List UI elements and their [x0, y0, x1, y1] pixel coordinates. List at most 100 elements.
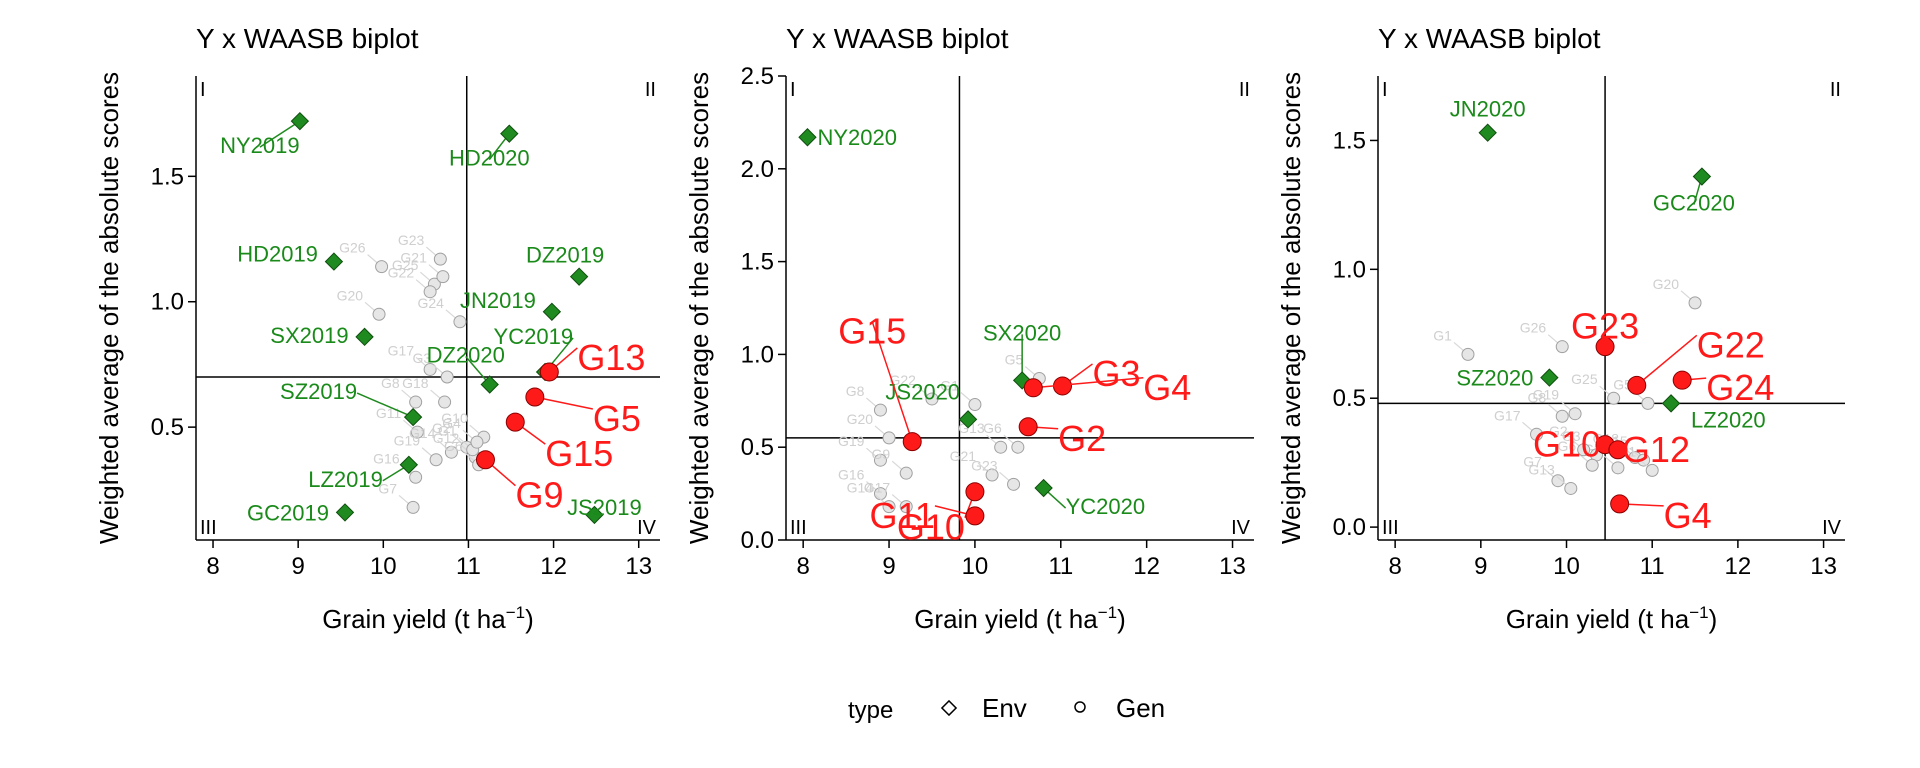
gen-label: G6 [444, 438, 463, 454]
gen-label: G24 [417, 295, 444, 311]
gen-highlight-label: G23 [1571, 306, 1639, 347]
gen-point [1585, 458, 1599, 472]
env-label: SX2020 [983, 320, 1061, 345]
gen-highlight-point [539, 362, 559, 382]
env-point [1478, 123, 1497, 142]
env-point [1034, 478, 1053, 498]
env-label: SZ2020 [1456, 366, 1533, 391]
gen-highlight-point [1018, 417, 1038, 437]
y-tick-label: 0.5 [1333, 385, 1366, 412]
env-point [542, 302, 562, 321]
gen-point [1641, 396, 1655, 410]
x-tick-label: 9 [1474, 553, 1487, 580]
x-axis-label-sup: −1 [506, 603, 525, 622]
gen-label: G22 [388, 265, 415, 281]
gen-point [409, 395, 423, 409]
gen-highlight-label: G4 [1143, 367, 1191, 408]
chart-title: Y x WAASB biplot [196, 23, 419, 54]
env-point [569, 267, 589, 286]
y-tick-label: 2.5 [741, 63, 774, 90]
env-label: GC2019 [247, 500, 329, 525]
gen-point [470, 435, 484, 449]
gen-label: G18 [402, 375, 429, 391]
x-tick-label: 13 [1219, 553, 1246, 580]
gen-label: G19 [1533, 387, 1560, 403]
y-tick-label: 1.0 [1333, 256, 1366, 283]
gen-label: G25 [392, 257, 419, 273]
gen-label: G21 [400, 250, 427, 266]
env-label: SX2019 [270, 323, 348, 348]
quadrant-label: III [200, 517, 217, 539]
gen-label: G5 [1005, 352, 1024, 368]
gen-label: G1 [940, 378, 959, 394]
gen-highlight-point [1023, 378, 1043, 398]
gen-point [1611, 461, 1625, 475]
env-point [290, 111, 310, 131]
x-tick-label: 12 [1133, 553, 1160, 580]
quadrant-label: II [1830, 79, 1841, 101]
y-axis-label: Weighted average of the absolute scores [94, 72, 124, 544]
legend-env-diamond [940, 699, 958, 717]
x-tick-label: 10 [370, 553, 397, 580]
env-point [798, 128, 817, 147]
gen-highlight-label: G22 [1697, 324, 1765, 365]
gen-label: G2 [432, 420, 451, 436]
gen-highlight-label: G4 [1664, 495, 1712, 536]
gen-highlight-point [902, 432, 922, 452]
env-label: SZ2019 [280, 379, 357, 404]
quadrant-label: IV [1822, 517, 1842, 539]
y-axis-label: Weighted average of the absolute scores [684, 72, 714, 544]
x-tick-label: 12 [540, 553, 567, 580]
gen-point [423, 285, 437, 299]
gen-label: G20 [337, 287, 364, 303]
gen-highlight-label: G10 [1533, 424, 1601, 465]
env-point [1540, 368, 1559, 387]
gen-label: G16 [373, 450, 400, 466]
gen-point [1688, 296, 1702, 310]
gen-point [873, 453, 887, 467]
gen-highlight-leader-line [1033, 377, 1144, 389]
gen-highlight-label: G5 [593, 398, 641, 439]
x-axis-label-tail: ) [525, 604, 534, 634]
quadrant-label: I [790, 79, 796, 101]
gen-label: G6 [1558, 438, 1577, 454]
gen-highlight-label: G15 [838, 311, 906, 352]
env-label: DZ2020 [427, 342, 505, 367]
gen-label: G17 [1494, 407, 1521, 423]
quadrant-label: II [645, 79, 656, 101]
gen-label: G9 [872, 446, 891, 462]
x-axis-label-main: Grain yield (t ha [914, 604, 1098, 634]
gen-point [375, 260, 389, 274]
quadrant-label: I [1382, 79, 1388, 101]
gen-label: G3 [412, 350, 431, 366]
env-label: YC2019 [494, 324, 574, 349]
env-label: LZ2020 [1691, 407, 1766, 432]
env-point [585, 505, 604, 525]
gen-point [409, 470, 423, 484]
gen-point [433, 252, 447, 266]
gen-point [899, 466, 913, 480]
gen-point [882, 431, 896, 445]
gen-label: G17 [388, 342, 415, 358]
gen-highlight-leader-line [1636, 334, 1698, 386]
quadrant-label: IV [637, 517, 657, 539]
gen-point [1568, 407, 1582, 421]
gen-point [1577, 443, 1591, 457]
quadrant-label: I [200, 79, 206, 101]
gen-point [436, 270, 450, 284]
gen-point [968, 398, 982, 412]
y-tick-label: 0.0 [741, 527, 774, 554]
chart-panel-3: Y x WAASB biplot 8 9 10 11 12 13 0.0 0.5 1.0 1.5 Gr… [1276, 23, 1845, 634]
gen-point [1607, 391, 1621, 405]
gen-point [994, 440, 1008, 454]
x-axis-label: Grain yield (t ha−1) [1506, 603, 1718, 634]
gen-label: G6 [983, 420, 1002, 436]
gen-point [1555, 340, 1569, 354]
gen-label: G21 [950, 448, 977, 464]
gen-label: G20 [847, 411, 874, 427]
chart-title: Y x WAASB biplot [786, 23, 1009, 54]
y-tick-label: 0.5 [741, 434, 774, 461]
legend-env-label: Env [982, 693, 1027, 723]
env-leader-line [356, 392, 414, 418]
